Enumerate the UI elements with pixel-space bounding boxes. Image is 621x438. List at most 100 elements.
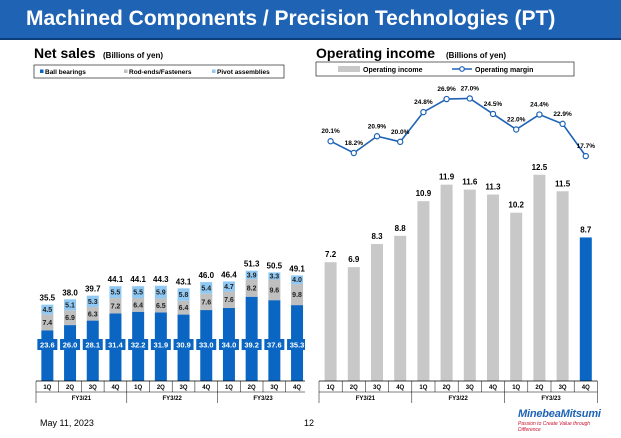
operating-margin-label-9: 24.4%: [530, 102, 549, 109]
total-label-10: 50.5: [267, 261, 283, 270]
value-label-bg-8: [218, 339, 239, 350]
operating-income-title: Operating income: [316, 45, 435, 61]
value-label-bg-10: [264, 339, 285, 350]
legend-swatch-operating-income: [338, 66, 360, 72]
bar-rod-ends-fasteners-5: [154, 298, 167, 313]
tick-label-5: 2Q: [157, 385, 165, 391]
value-label-bg-4: [128, 339, 149, 350]
value-label-bg-0: [37, 339, 58, 350]
operating-margin-line: [330, 97, 587, 157]
bar-pivot-assemblies-10: [268, 272, 281, 280]
bar-operating-income-7: [487, 194, 499, 381]
operating-margin-point-0: [327, 138, 334, 145]
value-label-rod-ends-0: 7.4: [42, 320, 52, 327]
total-label-8: 46.4: [221, 270, 237, 279]
value-label-ball-bearings-4: 32.2: [131, 341, 146, 350]
bar-pivot-assemblies-0: [41, 304, 54, 315]
bar-rod-ends-fasteners-3: [109, 298, 122, 314]
value-label-bg-3: [105, 339, 126, 350]
bar-ball-bearings-9: [245, 296, 258, 381]
net-sales-legend-box: [33, 64, 285, 79]
tick-label-2: 3Q: [373, 385, 381, 391]
bar-operating-income-4: [417, 201, 430, 381]
operating-income-label-10: 11.5: [555, 179, 571, 188]
bar-rod-ends-fasteners-8: [222, 291, 235, 308]
legend-label-operating-margin: Operating margin: [475, 67, 533, 74]
title-bar: Machined Components / Precision Technolo…: [0, 0, 621, 38]
bar-pivot-assemblies-11: [291, 275, 304, 285]
value-label-pivot-1: 5.1: [65, 302, 75, 309]
logo-name: MinebeaMitsumi: [518, 408, 601, 420]
operating-income-label-9: 12.5: [532, 163, 548, 172]
value-label-ball-bearings-0: 23.6: [40, 341, 55, 350]
value-label-pivot-11: 4.0: [292, 277, 302, 284]
bar-operating-income-10: [556, 191, 569, 381]
group-label-1: FY3/22: [449, 396, 469, 402]
bar-operating-income-0: [324, 262, 337, 381]
operating-margin-label-1: 18.2%: [345, 140, 364, 147]
operating-income-label-8: 10.2: [508, 201, 524, 210]
group-label-1: FY3/22: [163, 396, 183, 402]
operating-margin-point-4: [420, 108, 427, 116]
tick-label-1: 2Q: [350, 385, 358, 391]
operating-margin-label-0: 20.1%: [321, 128, 340, 135]
legend-swatch-2: [212, 69, 216, 73]
net-sales-title: Net sales: [34, 45, 96, 61]
bar-pivot-assemblies-9: [245, 270, 258, 280]
total-label-3: 44.1: [108, 275, 124, 284]
bar-rod-ends-fasteners-6: [177, 300, 190, 315]
group-label-2: FY3/23: [253, 396, 273, 402]
net-sales-subtitle: (Billions of yen): [103, 51, 163, 60]
value-label-ball-bearings-11: 35.3: [290, 341, 305, 350]
value-label-rod-ends-1: 6.9: [65, 315, 75, 322]
operating-income-label-2: 8.3: [371, 232, 383, 241]
bar-rod-ends-fasteners-4: [132, 298, 145, 312]
operating-margin-point-5: [443, 95, 450, 103]
tick-label-10: 3Q: [559, 385, 567, 391]
operating-income-label-11: 8.7: [580, 225, 592, 234]
legend-label-2: Pivot assemblies: [217, 69, 270, 76]
operating-margin-point-6: [466, 95, 473, 102]
tick-label-6: 3Q: [466, 385, 474, 391]
operating-margin-point-9: [536, 111, 543, 118]
operating-margin-point-7: [489, 110, 497, 118]
total-label-7: 46.0: [198, 271, 214, 280]
operating-margin-label-11: 17.7%: [577, 143, 596, 150]
value-label-ball-bearings-10: 37.6: [267, 341, 282, 350]
bar-ball-bearings-0: [41, 330, 54, 381]
bar-pivot-assemblies-7: [200, 282, 213, 294]
bar-operating-income-3: [394, 235, 407, 381]
operating-income-subtitle: (Billions of yen): [446, 51, 506, 60]
legend-swatch-0: [40, 69, 44, 73]
operating-margin-point-10: [559, 120, 566, 128]
tick-label-3: 4Q: [111, 385, 119, 391]
group-label-0: FY3/21: [356, 396, 376, 402]
value-label-rod-ends-4: 6.4: [133, 302, 143, 309]
value-label-pivot-6: 5.8: [179, 292, 189, 299]
legend-label-0: Ball bearings: [45, 69, 86, 76]
value-label-bg-9: [241, 339, 262, 350]
bar-rod-ends-fasteners-0: [41, 314, 54, 331]
bar-operating-income-8: [510, 212, 523, 381]
operating-income-label-7: 11.3: [485, 183, 501, 192]
value-label-pivot-0: 4.5: [42, 307, 52, 314]
operating-margin-point-2: [373, 133, 381, 140]
tick-label-9: 2Q: [535, 385, 543, 391]
operating-income-label-6: 11.6: [462, 178, 478, 187]
legend-swatch-1: [124, 69, 128, 73]
value-label-pivot-2: 5.3: [88, 299, 98, 306]
value-label-pivot-9: 3.9: [247, 272, 257, 279]
bar-pivot-assemblies-1: [64, 299, 77, 311]
operating-income-label-5: 11.9: [439, 173, 455, 182]
operating-margin-label-6: 27.0%: [461, 85, 480, 92]
operating-margin-point-1: [350, 149, 358, 157]
value-label-ball-bearings-8: 34.0: [222, 341, 237, 350]
total-label-9: 51.3: [244, 260, 260, 269]
operating-margin-point-8: [512, 126, 520, 133]
value-label-rod-ends-5: 6.5: [156, 303, 166, 310]
value-label-rod-ends-6: 6.4: [179, 305, 189, 312]
bar-rod-ends-fasteners-11: [291, 284, 304, 306]
company-logo: MinebeaMitsumi Passion to Create Value t…: [518, 408, 614, 433]
bar-pivot-assemblies-2: [86, 295, 99, 308]
tick-label-7: 4Q: [489, 385, 497, 391]
